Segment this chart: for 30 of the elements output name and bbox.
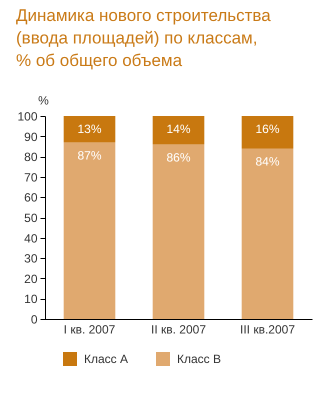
y-tick-label: 30 xyxy=(24,252,38,266)
chart-title: Динамика нового строительства (ввода площадей) по классам, % об общего объема xyxy=(16,6,272,70)
data-label: 86% xyxy=(166,150,191,164)
data-label: 16% xyxy=(255,122,280,136)
x-tick-label: III кв.2007 xyxy=(240,322,296,336)
y-tick-label: 90 xyxy=(24,130,38,144)
bar xyxy=(64,142,116,319)
y-tick-label: 40 xyxy=(24,231,38,246)
y-tick-label: 100 xyxy=(17,110,38,124)
bar xyxy=(152,116,204,144)
y-tick-label: 50 xyxy=(24,211,38,225)
y-tick-label: 20 xyxy=(24,272,38,286)
bar xyxy=(64,116,116,142)
y-tick-label: 0 xyxy=(30,312,38,326)
y-tick-label: 10 xyxy=(24,292,38,306)
bar xyxy=(152,144,204,319)
legend-label: Класс А xyxy=(84,352,128,366)
y-axis-title: % xyxy=(38,94,50,108)
y-tick-label: 80 xyxy=(24,150,38,164)
data-label: 84% xyxy=(255,154,280,168)
bar xyxy=(242,148,294,319)
y-tick-label: 60 xyxy=(24,190,38,205)
x-tick-label: I кв. 2007 xyxy=(64,322,116,336)
data-label: 14% xyxy=(166,122,191,136)
legend-label: Класс В xyxy=(177,352,222,366)
data-label: 87% xyxy=(77,148,102,162)
y-tick-label: 70 xyxy=(24,170,38,184)
data-label: 13% xyxy=(77,122,102,136)
x-tick-label: II кв. 2007 xyxy=(151,322,206,336)
bar xyxy=(242,116,294,148)
